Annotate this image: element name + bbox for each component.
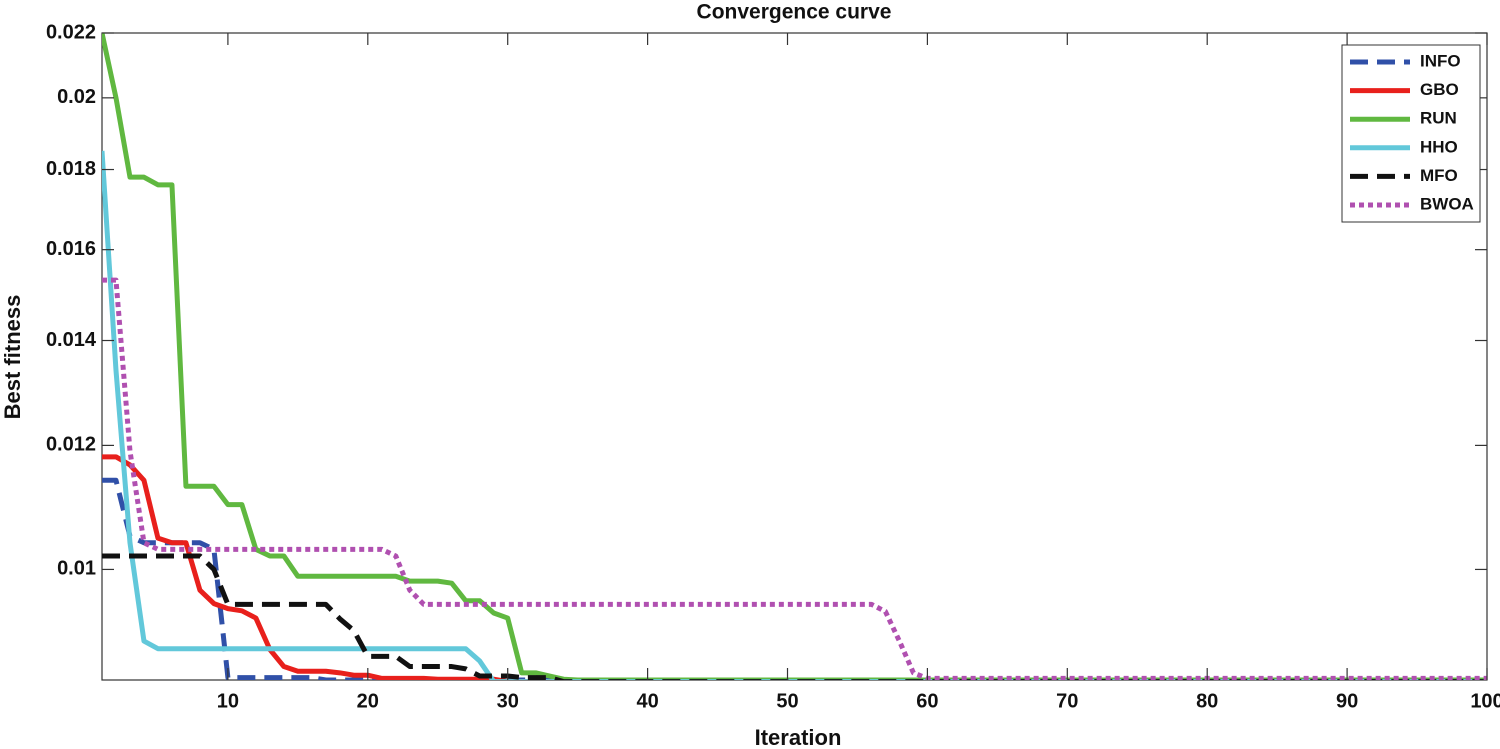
- x-tick-label: 100: [1470, 690, 1500, 712]
- x-tick-label: 90: [1336, 690, 1358, 712]
- x-tick-label: 80: [1196, 690, 1218, 712]
- y-tick-label: 0.018: [46, 158, 96, 180]
- x-axis-label: Iteration: [755, 725, 842, 749]
- legend-label: GBO: [1420, 80, 1459, 99]
- y-tick-label: 0.014: [46, 329, 97, 351]
- series-line: [102, 150, 1487, 680]
- series-line: [102, 454, 1487, 680]
- y-tick-label: 0.02: [57, 86, 96, 108]
- x-tick-label: 10: [217, 690, 239, 712]
- x-tick-label: 20: [357, 690, 379, 712]
- plot-area: [102, 33, 1487, 680]
- legend-label: HHO: [1420, 137, 1458, 156]
- chart-title: Convergence curve: [697, 1, 892, 24]
- legend-label: INFO: [1420, 51, 1461, 70]
- series-line: [102, 33, 1487, 680]
- x-tick-label: 50: [776, 690, 798, 712]
- x-tick-label: 70: [1056, 690, 1078, 712]
- x-tick-label: 60: [916, 690, 938, 712]
- legend-label: MFO: [1420, 166, 1458, 185]
- y-axis-label: Best fitness: [0, 295, 25, 420]
- series-line: [102, 553, 1487, 680]
- legend-label: RUN: [1420, 109, 1457, 128]
- legend-box: [1341, 44, 1481, 223]
- series-line: [102, 277, 1487, 680]
- y-tick-label: 0.022: [46, 21, 96, 43]
- y-tick-label: 0.012: [46, 434, 96, 456]
- axes-box: [101, 32, 1488, 681]
- x-tick-label: 40: [636, 690, 658, 712]
- series-line: [102, 477, 1487, 680]
- x-tick-label: 30: [497, 690, 519, 712]
- y-tick-label: 0.01: [57, 558, 96, 580]
- legend-label: BWOA: [1420, 194, 1474, 213]
- y-tick-label: 0.016: [46, 238, 96, 260]
